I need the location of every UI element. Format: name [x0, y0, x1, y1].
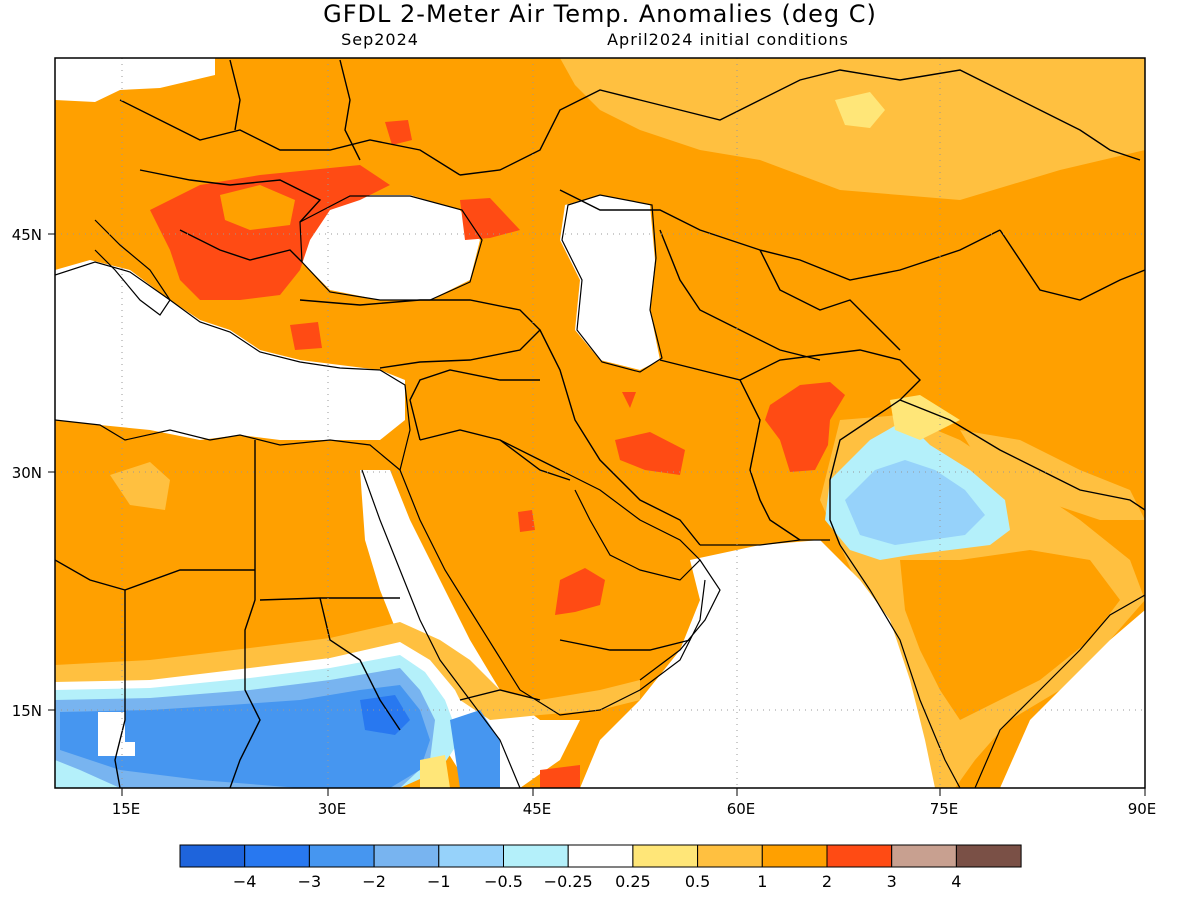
warm-pale-spot-kazakhstan: [835, 92, 885, 128]
legend-swatch: [567, 844, 634, 868]
legend-swatch: [438, 844, 504, 868]
map-frame: [54, 57, 1146, 789]
legend-swatch: [632, 844, 699, 868]
longitude-axis: 15E 30E 45E 60E 75E 90E: [112, 788, 1157, 818]
legend-label: −3: [298, 872, 322, 891]
legend-swatch: [244, 844, 310, 868]
warm-pale-spot-ethiopia: [420, 755, 450, 788]
legend-label: 2: [822, 872, 832, 891]
legend-label: −0.5: [484, 872, 523, 891]
hot-anomaly-gulf-of-aden: [540, 765, 580, 788]
hot-anomaly-afghanistan: [765, 382, 845, 472]
neutral-region-bay-of-bengal: [1000, 610, 1145, 788]
legend-label: −2: [362, 872, 386, 891]
valid-month-label: Sep2024: [341, 30, 419, 49]
hot-anomaly-russia: [385, 120, 412, 145]
hot-anomaly-iran-small: [622, 392, 636, 408]
color-legend: −4 −3 −2 −1 −0.5 −0.25 0.25 0.5 1 2 3 4: [179, 844, 1022, 891]
legend-label: −4: [233, 872, 257, 891]
warm-island-inside-balkans: [220, 185, 295, 230]
legend-label: −0.25: [544, 872, 593, 891]
legend-label: 0.5: [685, 872, 710, 891]
legend-swatch: [503, 844, 569, 868]
neutral-region-caspian: [560, 195, 660, 370]
lon-tick-label: 75E: [930, 800, 959, 818]
legend-swatch: [826, 844, 893, 868]
neutral-region-arabian-sea: [580, 540, 935, 788]
hot-anomaly-iran: [615, 432, 685, 475]
figure-title: GFDL 2-Meter Air Temp. Anomalies (deg C): [323, 0, 877, 28]
cool-anomaly-ethiopia: [450, 710, 500, 788]
neutral-region-black-sea: [300, 195, 480, 300]
lon-tick-label: 45E: [523, 800, 552, 818]
legend-swatch: [955, 844, 1022, 868]
hot-anomaly-turkey: [290, 322, 322, 350]
legend-swatch: [308, 844, 375, 868]
legend-swatch: [891, 844, 957, 868]
lon-tick-label: 30E: [318, 800, 347, 818]
legend-label: 0.25: [615, 872, 651, 891]
legend-label: 4: [951, 872, 961, 891]
cool-band-sahel-strong: [60, 685, 430, 788]
hot-anomaly-balkans: [150, 165, 390, 300]
init-conditions-label: April2024 initial conditions: [607, 30, 849, 49]
lat-tick-label: 30N: [12, 464, 42, 482]
lat-tick-label: 15N: [12, 702, 42, 720]
neutral-region-mediterranean: [55, 260, 405, 440]
neutral-spot-chad: [98, 712, 135, 756]
hot-anomaly-saudi-central: [555, 568, 605, 615]
cool-anomaly-pakistan-core: [845, 460, 985, 545]
legend-label: −1: [427, 872, 451, 891]
warm-light-region-libya: [110, 462, 170, 510]
legend-swatch: [697, 844, 763, 868]
lon-tick-label: 15E: [112, 800, 141, 818]
warm-light-region-central-asia: [560, 58, 1145, 200]
lat-tick-label: 45N: [12, 226, 42, 244]
map-outlines: [55, 59, 1145, 788]
neutral-region-north-sea: [55, 58, 215, 102]
latitude-axis: 45N 30N 15N: [12, 226, 55, 720]
map-plot-area: [55, 58, 1145, 788]
legend-swatch: [761, 844, 828, 868]
lon-tick-label: 60E: [727, 800, 756, 818]
legend-swatch: [179, 844, 246, 868]
neutral-region-red-sea: [360, 470, 580, 788]
legend-label: 3: [887, 872, 897, 891]
legend-swatch: [373, 844, 440, 868]
lon-tick-label: 90E: [1128, 800, 1157, 818]
hot-anomaly-saudi-small: [518, 510, 535, 532]
legend-label: 1: [757, 872, 767, 891]
warm-pale-himalaya: [890, 395, 960, 440]
warm-base-region-central-india: [900, 550, 1120, 720]
